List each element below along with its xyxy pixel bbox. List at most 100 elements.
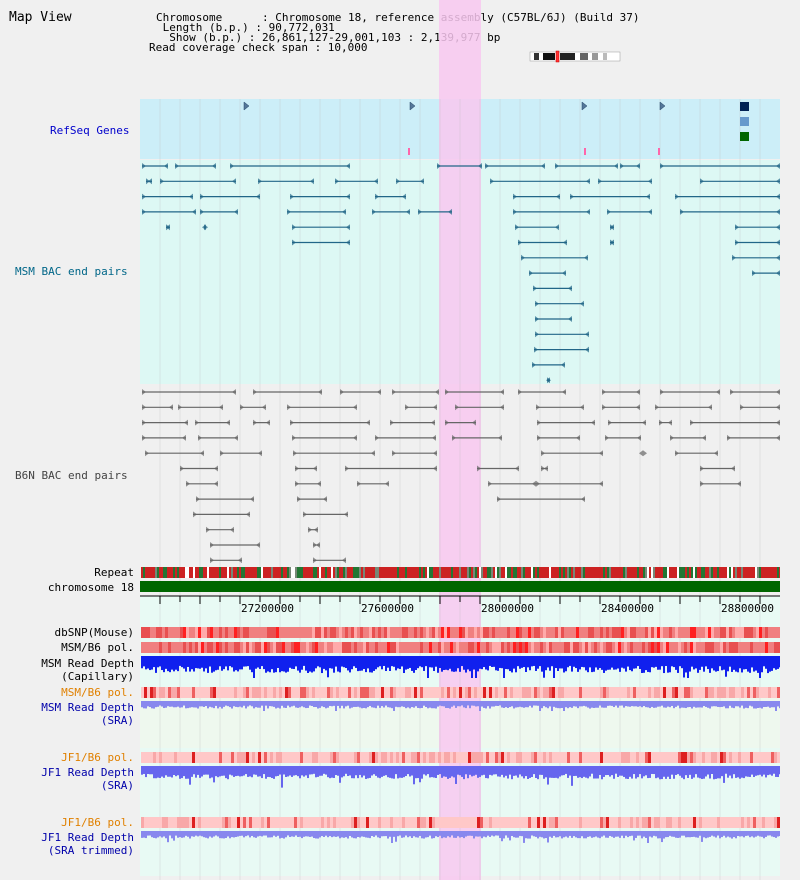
msm-pol2-heat: [222, 687, 225, 698]
jf1-depth-trim: [543, 831, 545, 839]
msm-depth-cap: [725, 656, 727, 677]
heatmap-tracks[interactable]: [141, 627, 780, 828]
msm-bac-features[interactable]: [142, 163, 780, 384]
msm-depth-sra: [347, 701, 349, 706]
jf1-depth-sra: [747, 766, 749, 777]
jf1-depth-trim: [485, 831, 487, 838]
msm-depth-sra: [415, 701, 417, 707]
jf1-depth-sra: [145, 766, 147, 778]
msm-depth-sra: [363, 701, 365, 708]
msm-pol2-heat: [513, 687, 516, 698]
msm-depth-cap: [239, 656, 241, 670]
b6n-bac-features[interactable]: [142, 389, 780, 564]
track-label-refseq[interactable]: RefSeq Genes: [50, 124, 130, 137]
msm-depth-sra: [737, 701, 739, 707]
msm-bac-pair: [448, 208, 452, 215]
jf1-depth-sra: [743, 766, 745, 779]
b6n-bac-pair: [536, 404, 540, 411]
jf1-pol2-heat: [741, 817, 744, 828]
jf1-depth-sra: [729, 766, 731, 776]
jf1-pol-heat: [357, 752, 360, 763]
dbsnp-heat: [510, 627, 513, 638]
jf1-depth-sra: [573, 766, 575, 777]
jf1-depth-sra: [691, 766, 693, 779]
chromosome-bar[interactable]: [140, 581, 780, 592]
msm-depth-cap: [189, 656, 191, 672]
jf1-pol2-heat: [612, 817, 615, 828]
track-label-msm-b6-pol-2[interactable]: MSM/B6 pol.: [61, 686, 134, 699]
track-label-dbsnp[interactable]: dbSNP(Mouse): [54, 626, 134, 639]
jf1-pol-heat: [663, 752, 666, 763]
msm-depth-sra: [309, 701, 311, 706]
jf1-depth-sra: [641, 766, 643, 779]
msm-pol2-heat: [663, 687, 666, 698]
jf1-pol2-heat: [144, 817, 147, 828]
dbsnp-heat: [480, 627, 483, 638]
jf1-pol2-heat: [201, 817, 204, 828]
msm-pol2-heat: [264, 687, 267, 698]
msm-depth-cap: [203, 656, 205, 672]
jf1-pol-heat: [573, 752, 576, 763]
jf1-depth-trim: [435, 831, 437, 837]
msm-pol2-heat: [201, 687, 204, 698]
msm-pol-heat: [537, 642, 540, 653]
track-label-repeat[interactable]: Repeat: [94, 566, 134, 579]
msm-depth-cap: [507, 656, 509, 670]
msm-pol-heat: [666, 642, 669, 653]
dbsnp-heat: [237, 627, 240, 638]
jf1-depth-trim: [609, 831, 611, 836]
jf1-depth-sra: [195, 766, 197, 778]
track-label-jf1-depth-sra[interactable]: JF1 Read Depth: [41, 766, 134, 779]
b6n-bac-pair: [431, 419, 435, 426]
track-label-jf1-b6-pol[interactable]: JF1/B6 pol.: [61, 751, 134, 764]
jf1-pol-heat: [456, 752, 459, 763]
b6n-bac-pair: [313, 557, 317, 564]
jf1-pol2-heat: [399, 817, 402, 828]
jf1-depth-sra: [717, 766, 719, 779]
refseq-features[interactable]: [243, 101, 749, 155]
b6n-bac-pair: [142, 389, 146, 395]
track-label-chromosome[interactable]: chromosome 18: [47, 581, 134, 594]
track-label-msm-bac[interactable]: MSM BAC end pairs: [15, 265, 128, 278]
jf1-pol2-heat: [165, 817, 168, 828]
jf1-depth-trim: [247, 831, 249, 836]
repeat-track[interactable]: [141, 567, 781, 578]
msm-pol-heat: [567, 642, 570, 653]
jf1-depth-trim: [195, 831, 197, 836]
jf1-pol2-heat: [225, 817, 228, 828]
jf1-pol2-heat: [726, 817, 729, 828]
msm-pol-heat: [171, 642, 174, 653]
jf1-depth-sra: [463, 766, 465, 780]
msm-depth-cap: [709, 656, 711, 673]
b6n-bac-pair: [142, 419, 146, 426]
jf1-pol-heat: [405, 752, 408, 763]
msm-pol2-heat: [240, 687, 243, 698]
jf1-depth-trim: [687, 831, 689, 838]
jf1-depth-trim: [651, 831, 653, 838]
jf1-depth-sra: [315, 766, 317, 778]
track-label-msm-b6-pol[interactable]: MSM/B6 pol.: [61, 641, 134, 654]
jf1-pol-heat: [165, 752, 168, 763]
jf1-pol-heat: [510, 752, 513, 763]
msm-depth-sra: [535, 701, 537, 706]
jf1-pol2-heat: [588, 817, 591, 828]
track-label-msm-depth-sra[interactable]: MSM Read Depth: [41, 701, 134, 714]
jf1-pol2-heat: [156, 817, 159, 828]
track-label-jf1-depth-trim[interactable]: JF1 Read Depth: [41, 831, 134, 844]
jf1-depth-trim: [205, 831, 207, 838]
track-label-msm-depth-cap[interactable]: MSM Read Depth: [41, 657, 134, 670]
msm-depth-sra: [467, 701, 469, 706]
jf1-pol2-heat: [453, 817, 456, 828]
jf1-depth-sra: [675, 766, 677, 775]
msm-pol2-heat: [672, 687, 675, 698]
jf1-pol2-heat: [375, 817, 378, 828]
track-label-b6n-bac[interactable]: B6N BAC end pairs: [15, 469, 128, 482]
msm-pol-heat: [411, 642, 414, 653]
msm-pol2-heat: [270, 687, 273, 698]
chromosome-ideogram[interactable]: [529, 50, 621, 63]
track-label-jf1-b6-pol-2[interactable]: JF1/B6 pol.: [61, 816, 134, 829]
dbsnp-heat: [219, 627, 222, 638]
msm-depth-sra: [379, 701, 381, 708]
msm-pol-heat: [174, 642, 177, 653]
